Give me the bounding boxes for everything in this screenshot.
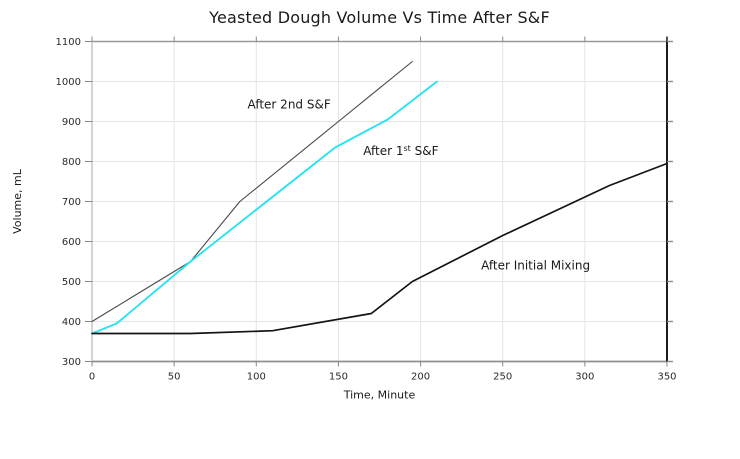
x-tick-label: 200: [411, 372, 430, 383]
x-tick-label: 100: [247, 372, 266, 383]
series-line: [91, 162, 668, 335]
y-tick-label: 1000: [56, 77, 81, 88]
y-tick-label: 400: [62, 317, 81, 328]
y-axis-label: Volume, mL: [11, 168, 24, 234]
x-tick-label: 250: [493, 372, 512, 383]
x-axis-label: Time, Minute: [343, 389, 416, 402]
y-tick-label: 900: [62, 117, 81, 128]
y-tick-label: 800: [62, 157, 81, 168]
x-tick-label: 300: [575, 372, 594, 383]
y-tick-label: 300: [62, 357, 81, 368]
y-tick-label: 1100: [56, 37, 81, 48]
x-tick-label: 0: [89, 372, 95, 383]
series-line: [91, 60, 413, 323]
series-annotation: After 1st S&F: [363, 144, 438, 158]
x-tick-label: 150: [329, 372, 348, 383]
series-annotation: After 2nd S&F: [248, 97, 331, 111]
series-line: [91, 80, 438, 335]
y-tick-label: 500: [62, 277, 81, 288]
x-tick-label: 350: [657, 372, 676, 383]
x-tick-label: 50: [168, 372, 181, 383]
y-tick-label: 700: [62, 197, 81, 208]
y-tick-label: 600: [62, 237, 81, 248]
chart-title: Yeasted Dough Volume Vs Time After S&F: [209, 8, 550, 27]
series-annotation: After Initial Mixing: [481, 259, 590, 273]
